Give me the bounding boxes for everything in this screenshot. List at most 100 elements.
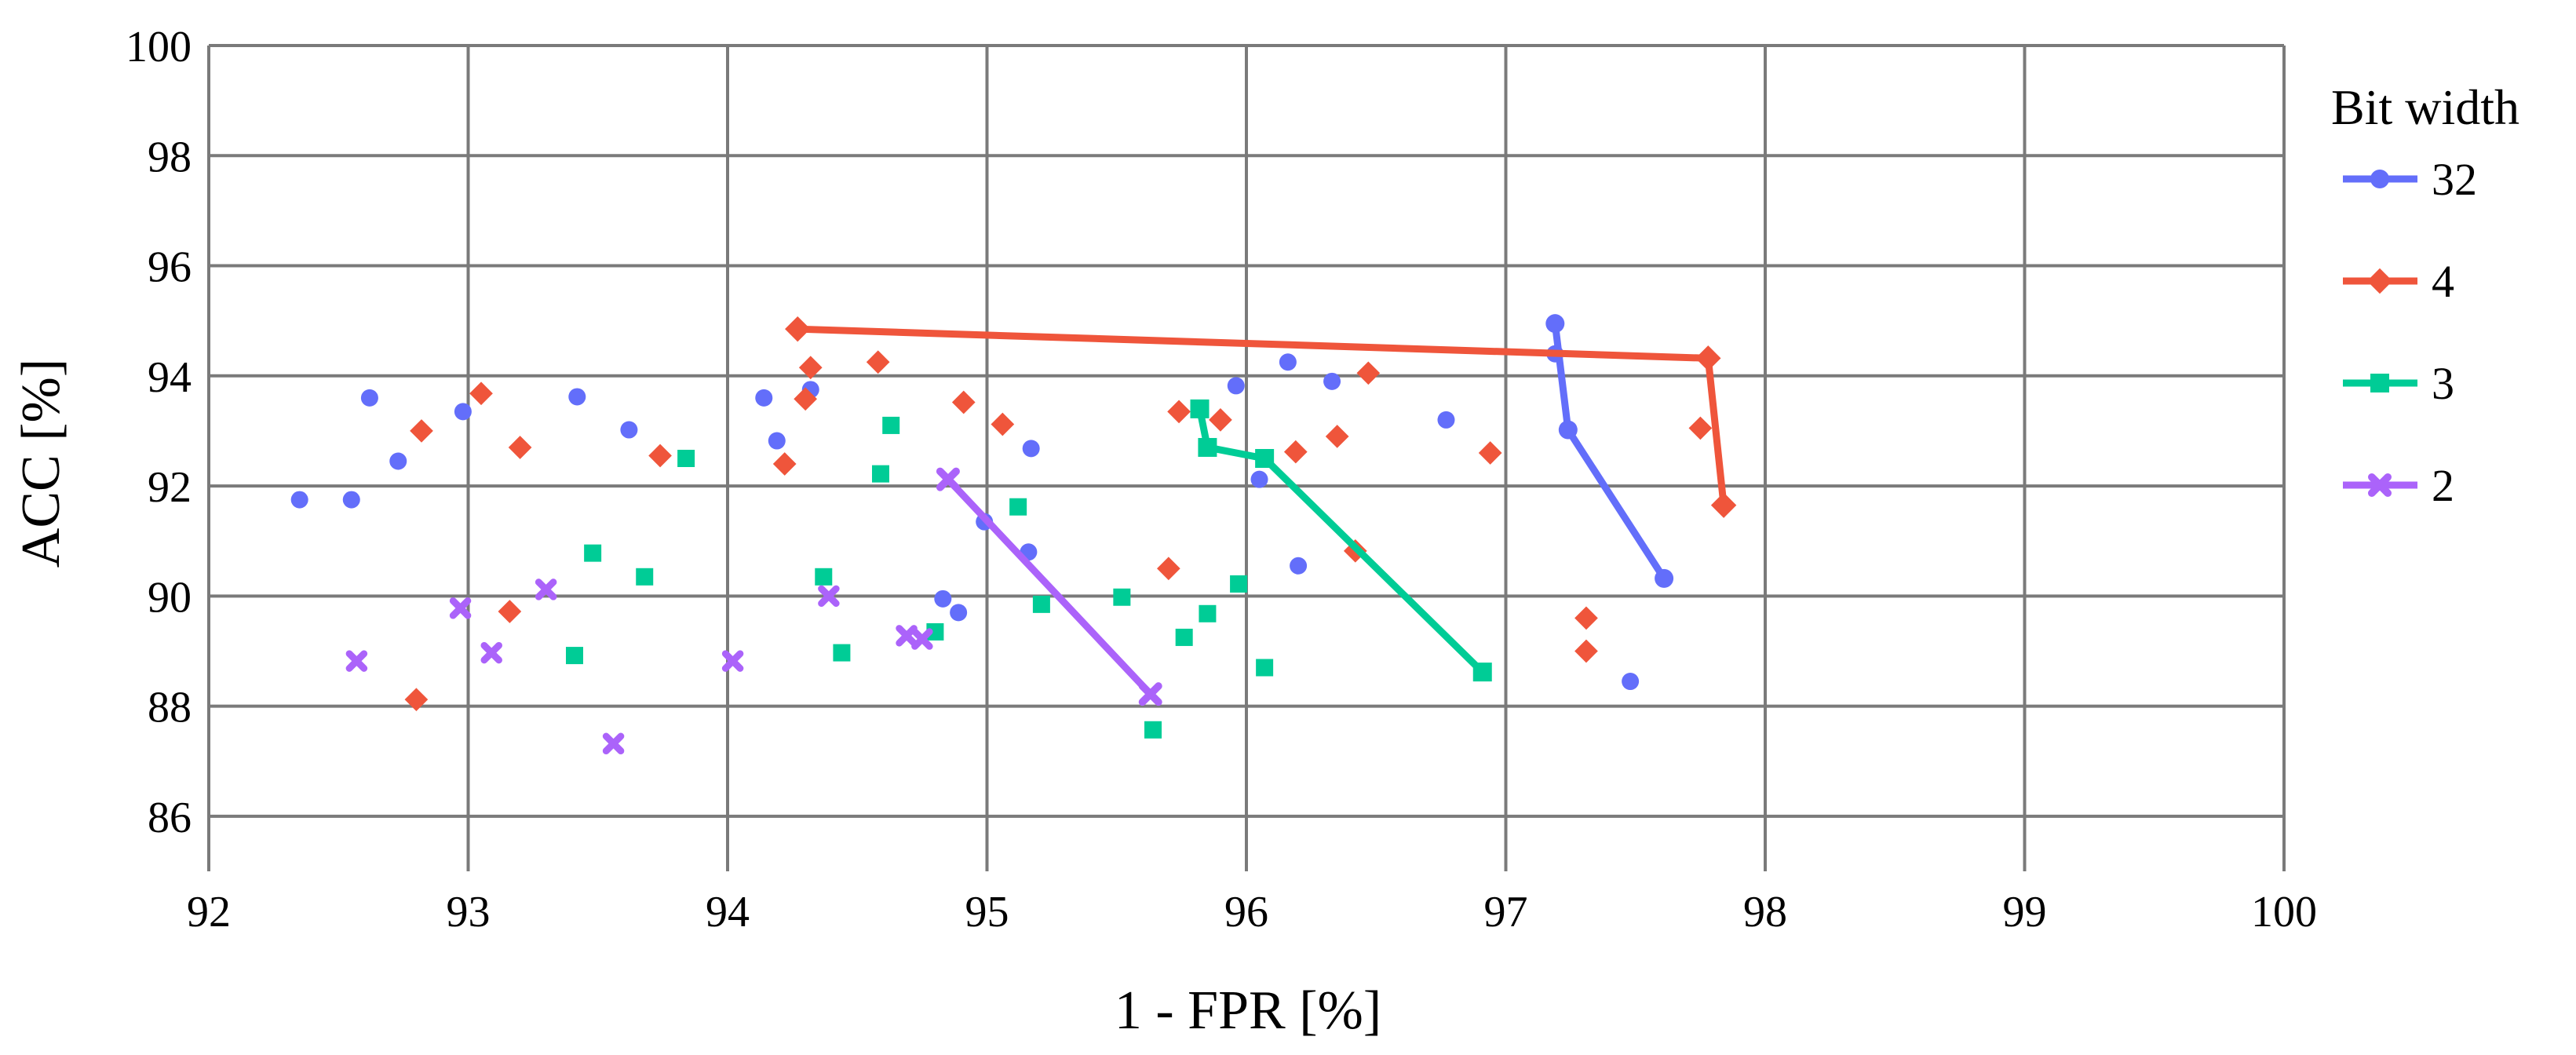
data-point [926,622,944,641]
data-point [911,628,933,650]
data-point [1325,425,1349,448]
data-point [360,389,378,407]
legend-marker [2370,170,2389,188]
data-point [480,641,502,664]
data-point [1290,557,1308,575]
series-3 [566,416,1274,739]
data-point [404,688,429,712]
data-point [833,644,851,662]
x-tick-label: 97 [1484,888,1528,936]
legend-label: 32 [2432,154,2477,205]
data-point [866,350,890,374]
legend-marker [2368,473,2392,497]
data-point [798,356,823,380]
data-point [991,412,1015,436]
frontier-line [1551,319,1668,582]
frontier-point [1472,663,1492,682]
data-point [815,568,833,586]
data-point [648,444,672,468]
x-tick-label: 100 [2251,888,2317,936]
data-point [1256,659,1274,677]
data-point [454,403,472,421]
data-point [1323,372,1341,390]
data-point [1622,673,1640,691]
y-axis-title: ACC [%] [11,359,71,568]
data-point [1113,588,1131,606]
data-point [951,390,976,414]
data-point [342,491,360,509]
data-point [794,387,817,411]
series-2 [345,579,933,755]
y-tick-label: 86 [148,794,192,842]
frontier-2 [936,467,1162,706]
frontier-point [1545,314,1565,334]
legend-label: 2 [2432,460,2454,511]
data-point [1199,604,1217,622]
frontier-line [944,476,1155,698]
data-point [950,604,968,622]
data-point [1437,411,1455,429]
data-point [290,491,308,509]
data-point [1167,400,1191,424]
data-point [345,650,368,672]
data-point [1688,416,1713,440]
data-point [1478,441,1502,465]
frontier-point [1558,420,1578,440]
frontier-point [936,467,960,491]
x-tick-label: 92 [187,888,231,936]
x-tick-label: 99 [2003,888,2047,936]
x-tick-label: 93 [447,888,491,936]
frontier-32 [1545,314,1674,588]
y-tick-label: 92 [148,463,192,512]
data-point [389,452,407,470]
frontier-point [1655,568,1674,588]
data-point [1032,595,1050,613]
legend-label: 4 [2432,256,2454,307]
frontier-point [1695,345,1721,371]
data-point [1157,557,1180,581]
data-point [772,452,797,476]
frontier-point [785,316,811,342]
data-point [566,647,584,665]
frontier-line [1196,405,1487,676]
x-tick-label: 94 [706,888,750,936]
x-tick-label: 95 [965,888,1009,936]
data-point [410,419,433,443]
frontier-point [1198,437,1217,457]
data-point [1279,353,1297,371]
data-point [768,432,786,450]
data-point [677,450,695,467]
y-axis-ticks: 86 88 90 92 94 96 98 100 [126,23,192,842]
data-point [934,590,952,608]
data-point [1144,721,1162,739]
data-point [1356,361,1381,385]
legend-item-2: 2 [2343,460,2454,511]
y-tick-label: 88 [148,684,192,732]
frontier-point [1190,399,1210,418]
series-4 [404,350,1713,712]
data-point [508,436,532,459]
data-point [1283,440,1308,464]
data-point [636,568,654,586]
data-point [755,389,773,407]
frontier-4 [785,316,1737,518]
data-point [1175,628,1193,646]
y-tick-label: 96 [148,243,192,292]
data-point [498,600,522,623]
data-point [721,650,744,672]
data-point [882,416,900,434]
frontier-point [1710,492,1737,518]
data-point [1227,377,1245,395]
legend-marker [2370,374,2389,392]
x-axis-ticks: 92 93 94 95 96 97 98 99 100 [187,888,2317,936]
data-point [1574,606,1598,630]
frontier-point [1255,449,1275,468]
y-tick-label: 94 [148,353,192,402]
frontier-point [1138,682,1162,706]
legend-item-4: 4 [2343,256,2454,307]
data-point [568,388,586,406]
data-point [584,544,602,562]
series-layer [290,314,1737,755]
data-point [1209,408,1232,432]
